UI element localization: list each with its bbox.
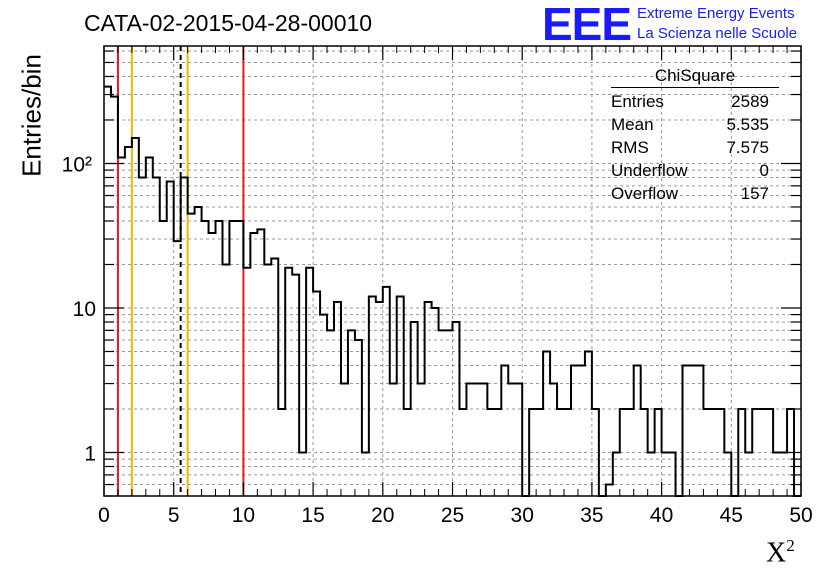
x-tick-label: 35 [580,504,603,527]
chart-title: CATA-02-2015-04-28-00010 [84,10,373,36]
histogram-series [104,85,801,497]
stats-box: ChiSquare Entries 2589 Mean 5.535 RMS 7.575… [611,66,779,205]
stats-title: ChiSquare [611,66,779,88]
x-tick-label: 50 [789,504,812,527]
stats-row: Overflow 157 [611,184,769,203]
y-tick-label: 10² [62,153,92,176]
logo-line-2: La Scienza nelle Scuole [637,25,798,42]
stats-row: Entries 2589 [611,92,769,111]
x-tick-label: 45 [720,504,743,527]
x-tick-label: 40 [650,504,673,527]
vertical-lines [116,46,245,496]
y-tick-label: 1 [84,442,96,465]
x-tick-label: 0 [98,504,110,527]
tick-labels: 0 5 10 15 20 25 30 35 40 45 50 1 10 10² [62,153,813,527]
y-axis-label: Entries/bin [16,54,47,177]
x-tick-label: 20 [371,504,394,527]
stats-row: Mean 5.535 [611,115,769,134]
stats-row: RMS 7.575 [611,138,769,157]
stats-row: Underflow 0 [611,161,769,180]
eee-logo: EEE [542,0,632,50]
logo-line-1: Extreme Energy Events [637,5,795,22]
axis-ticks [103,46,802,497]
y-tick-label: 10 [73,298,96,321]
x-tick-label: 30 [511,504,534,527]
x-axis-label: X2 [766,536,795,569]
x-tick-label: 15 [301,504,324,527]
x-tick-label: 10 [232,504,255,527]
x-tick-label: 5 [168,504,180,527]
x-tick-label: 25 [441,504,464,527]
